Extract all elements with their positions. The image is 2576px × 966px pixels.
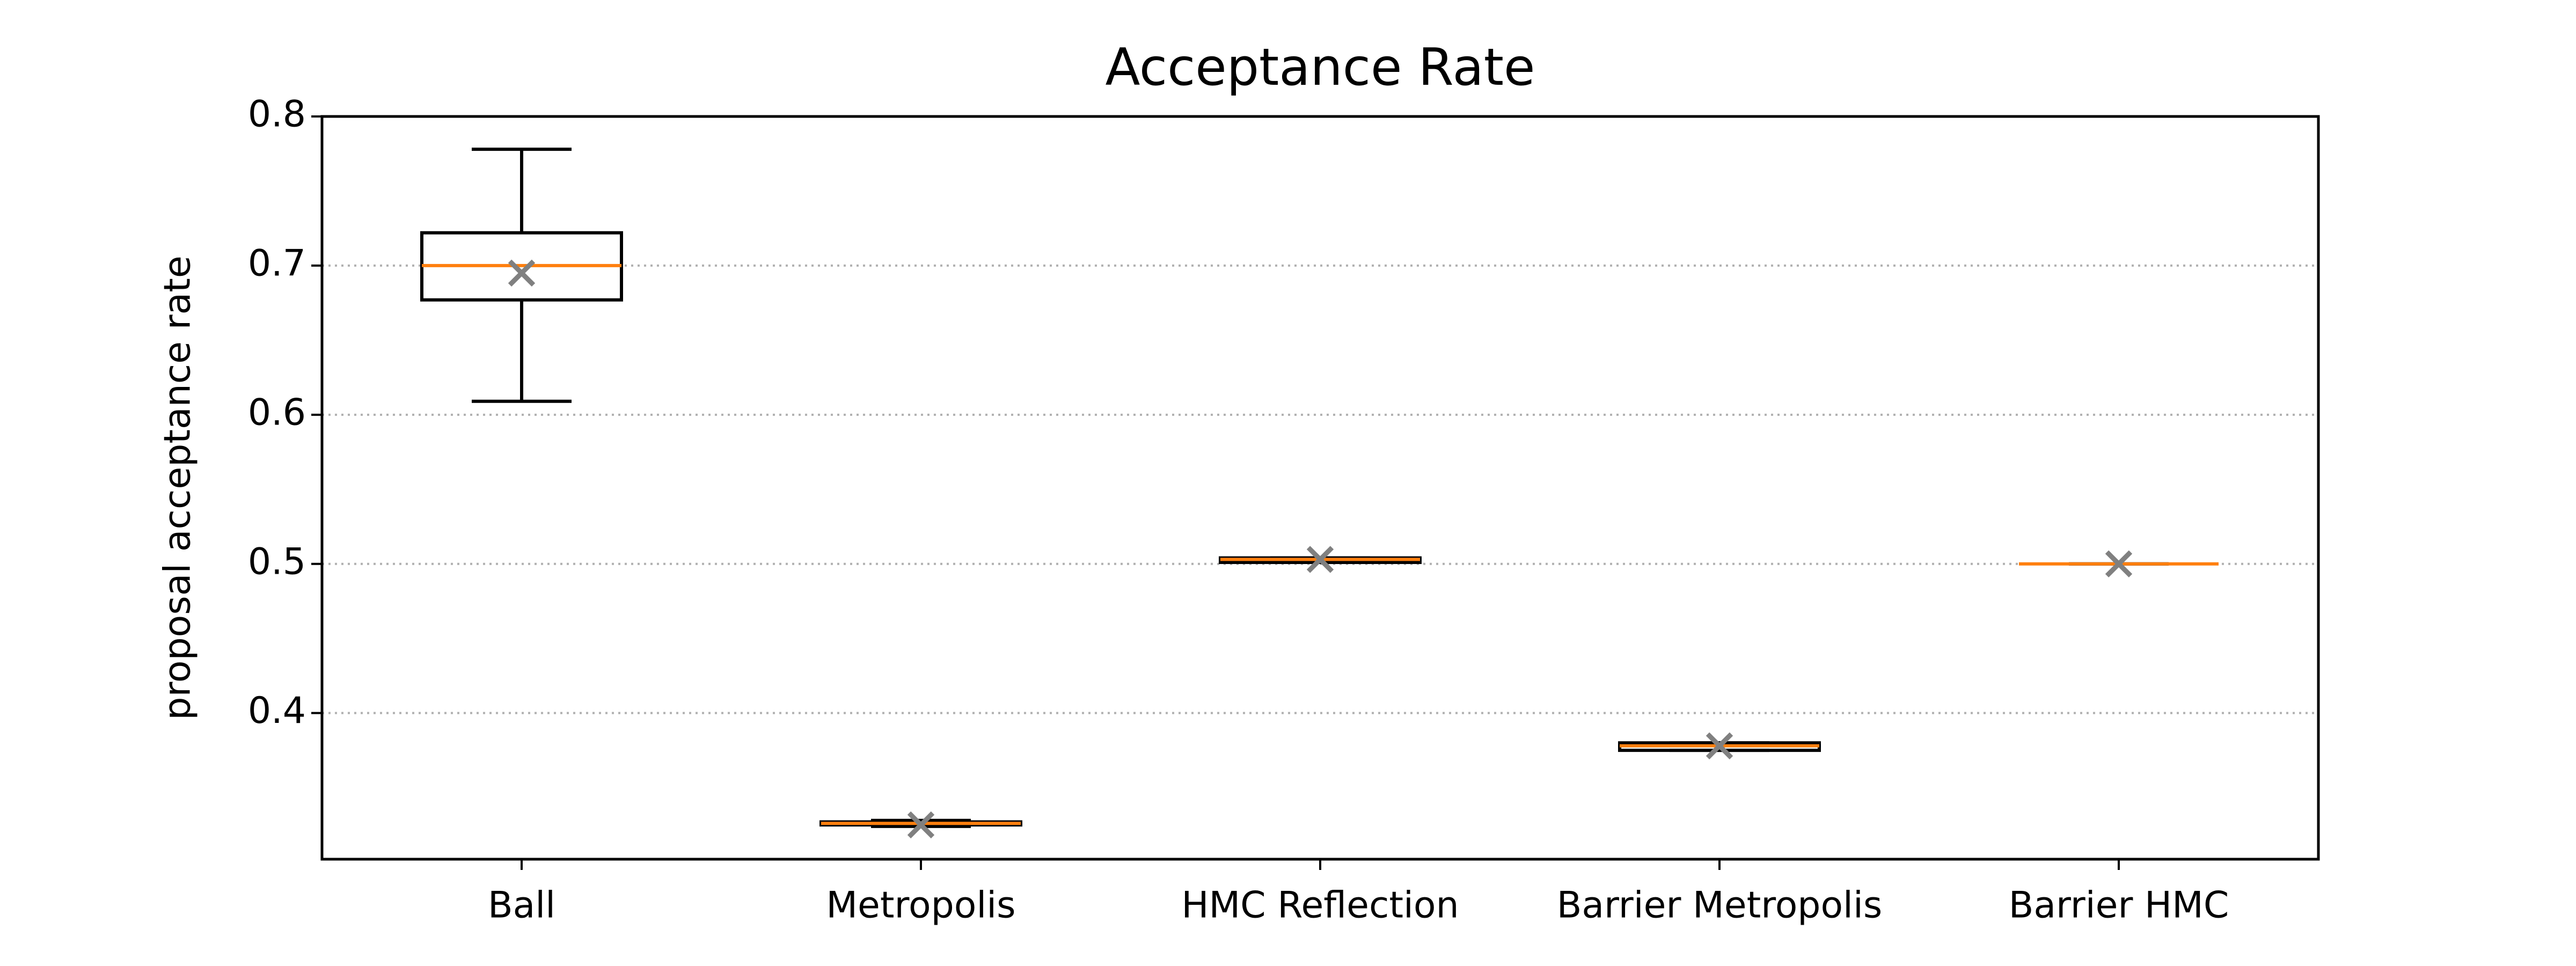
mean-marker (907, 811, 935, 839)
y-tick-label: 0.8 (248, 93, 306, 136)
plot-frame (320, 115, 2320, 861)
mean-marker (1706, 732, 1733, 759)
mean-marker (1306, 546, 1334, 573)
y-axis-label: proposal acceptance rate (157, 255, 199, 720)
y-tick-label: 0.5 (248, 540, 306, 583)
x-tick-label: Barrier Metropolis (1557, 884, 1883, 927)
y-tick-label: 0.7 (248, 242, 306, 284)
x-tick-label: HMC Reflection (1181, 884, 1459, 927)
y-tick-label: 0.6 (248, 391, 306, 434)
chart-title: Acceptance Rate (1106, 38, 1535, 97)
x-tick-label: Barrier HMC (2009, 884, 2229, 927)
y-tick-label: 0.4 (248, 690, 306, 732)
x-tick-label: Metropolis (826, 884, 1015, 927)
mean-marker (508, 259, 536, 287)
mean-marker (2105, 550, 2133, 577)
x-tick-label: Ball (488, 884, 555, 927)
